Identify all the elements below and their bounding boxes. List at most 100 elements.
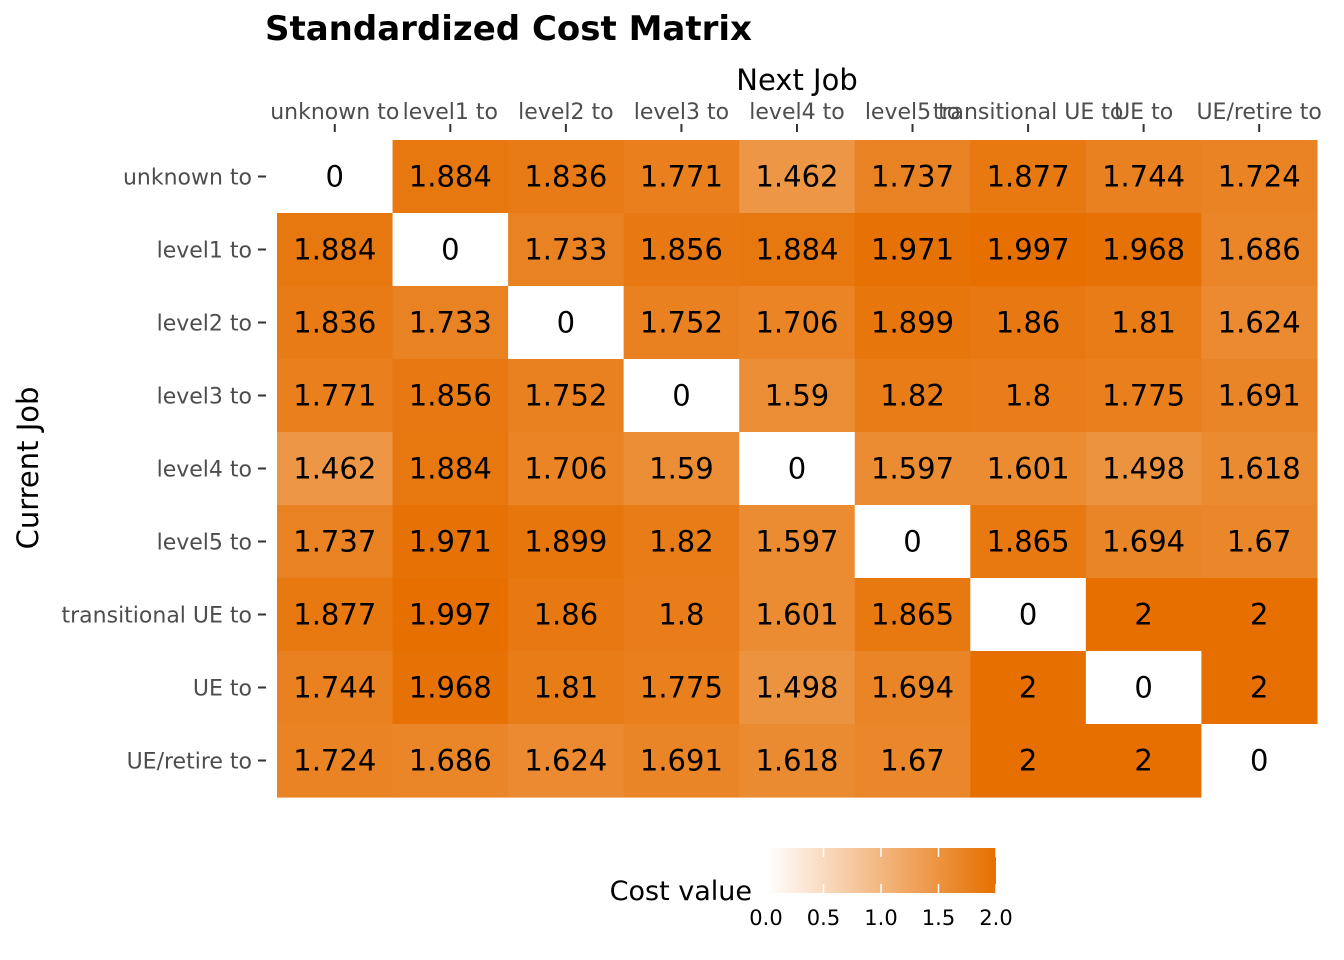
heatmap-cell xyxy=(392,505,509,579)
cell-value-label: 0 xyxy=(1019,598,1037,632)
cell-value-label: 1.752 xyxy=(524,379,607,413)
cell-value-label: 1.775 xyxy=(640,671,723,705)
heatmap-cells xyxy=(277,140,1318,798)
heatmap-cell xyxy=(623,505,740,579)
cell-value-label: 2 xyxy=(1250,598,1268,632)
heatmap-cell xyxy=(739,213,856,287)
heatmap-cell xyxy=(508,724,625,798)
x-tick-label: level3 to xyxy=(634,100,729,125)
cell-value-label: 1.884 xyxy=(409,160,492,194)
y-tick-label: UE/retire to xyxy=(127,750,252,775)
cell-value-label: 1.686 xyxy=(409,744,492,778)
cell-value-label: 1.462 xyxy=(755,160,838,194)
y-axis: unknown to level1 to level2 to level3 to lev… xyxy=(62,166,266,775)
heatmap-cell xyxy=(392,578,509,652)
y-tick-label: level3 to xyxy=(157,385,252,410)
cell-value-label: 1.877 xyxy=(987,160,1070,194)
cell-value-label: 1.884 xyxy=(755,233,838,267)
heatmap-cell xyxy=(854,578,971,652)
heatmap-cell xyxy=(623,140,740,214)
heatmap-cell xyxy=(508,286,625,360)
y-axis-title: Current Job xyxy=(11,387,45,550)
heatmap-cell xyxy=(392,651,509,725)
cell-value-label: 1.691 xyxy=(1218,379,1301,413)
legend-title: Cost value xyxy=(610,876,752,907)
heatmap-cell xyxy=(508,140,625,214)
heatmap-cell xyxy=(392,213,509,287)
x-tick-label: UE/retire to xyxy=(1196,100,1321,125)
x-tick-label: unknown to xyxy=(270,100,399,125)
cell-value-label: 1.597 xyxy=(871,452,954,486)
cell-value-label: 0 xyxy=(672,379,690,413)
heatmap-cell xyxy=(277,505,394,579)
y-tick-label: level2 to xyxy=(157,312,252,337)
cell-value-label: 1.86 xyxy=(534,598,599,632)
heatmap-cell xyxy=(970,578,1087,652)
cell-value-label: 1.59 xyxy=(765,379,830,413)
heatmap-cell xyxy=(1085,651,1202,725)
heatmap-cell xyxy=(508,359,625,433)
heatmap-cell xyxy=(623,213,740,287)
cell-value-label: 1.884 xyxy=(293,233,376,267)
heatmap-cell xyxy=(739,651,856,725)
heatmap-cell xyxy=(277,651,394,725)
cell-value-label: 0 xyxy=(788,452,806,486)
heatmap-cell xyxy=(508,505,625,579)
cell-value-label: 2 xyxy=(1019,671,1037,705)
cell-value-label: 1.618 xyxy=(1218,452,1301,486)
heatmap-cell xyxy=(854,505,971,579)
cell-value-label: 1.82 xyxy=(880,379,945,413)
cell-value-label: 1.775 xyxy=(1102,379,1185,413)
cell-value-label: 1.771 xyxy=(293,379,376,413)
heatmap-cell xyxy=(508,578,625,652)
heatmap-cell xyxy=(854,432,971,506)
heatmap-cell xyxy=(508,432,625,506)
heatmap-cell xyxy=(970,140,1087,214)
x-tick-label: level5 to xyxy=(865,100,960,125)
x-axis-title: Next Job xyxy=(736,63,857,97)
cell-value-label: 1.899 xyxy=(524,525,607,559)
cell-value-label: 1.737 xyxy=(871,160,954,194)
cell-value-label: 1.706 xyxy=(755,306,838,340)
heatmap-cell xyxy=(1085,724,1202,798)
heatmap-cell xyxy=(1085,140,1202,214)
chart-title: Standardized Cost Matrix xyxy=(265,9,752,49)
legend-tick-label: 2.0 xyxy=(979,906,1012,930)
heatmap-cell xyxy=(1201,286,1318,360)
cell-value-label: 1.737 xyxy=(293,525,376,559)
y-tick-label: level4 to xyxy=(157,458,252,483)
cell-value-label: 1.997 xyxy=(409,598,492,632)
heatmap-cell xyxy=(739,140,856,214)
heatmap-cell xyxy=(970,505,1087,579)
x-tick-label: level4 to xyxy=(749,100,844,125)
heatmap-cell xyxy=(623,432,740,506)
cell-value-label: 1.694 xyxy=(1102,525,1185,559)
cell-value-label: 1.498 xyxy=(1102,452,1185,486)
cell-value-label: 1.601 xyxy=(987,452,1070,486)
heatmap-cell xyxy=(970,286,1087,360)
cell-value-label: 1.86 xyxy=(996,306,1061,340)
heatmap-cell xyxy=(277,432,394,506)
heatmap-cell xyxy=(854,359,971,433)
cell-value-label: 0 xyxy=(1134,671,1152,705)
cell-value-label: 1.81 xyxy=(534,671,599,705)
heatmap-cell xyxy=(623,286,740,360)
heatmap-cell xyxy=(970,432,1087,506)
cell-value-label: 1.997 xyxy=(987,233,1070,267)
cell-value-label: 1.81 xyxy=(1111,306,1176,340)
heatmap-cell-labels: 0 1.884 1.836 1.771 1.462 1.737 1.877 1.744 1.72… xyxy=(293,160,1300,778)
heatmap-cell xyxy=(1085,286,1202,360)
heatmap-cell xyxy=(1085,359,1202,433)
cell-value-label: 1.706 xyxy=(524,452,607,486)
legend-ticks: 0.0 0.5 1.0 1.5 2.0 xyxy=(749,848,1013,930)
cell-value-label: 0 xyxy=(441,233,459,267)
heatmap-cell xyxy=(1085,432,1202,506)
cell-value-label: 1.899 xyxy=(871,306,954,340)
x-tick-label: UE to xyxy=(1114,100,1173,125)
cell-value-label: 1.856 xyxy=(409,379,492,413)
cell-value-label: 1.752 xyxy=(640,306,723,340)
cell-value-label: 1.968 xyxy=(409,671,492,705)
heatmap-cell xyxy=(623,578,740,652)
cell-value-label: 1.8 xyxy=(658,598,704,632)
